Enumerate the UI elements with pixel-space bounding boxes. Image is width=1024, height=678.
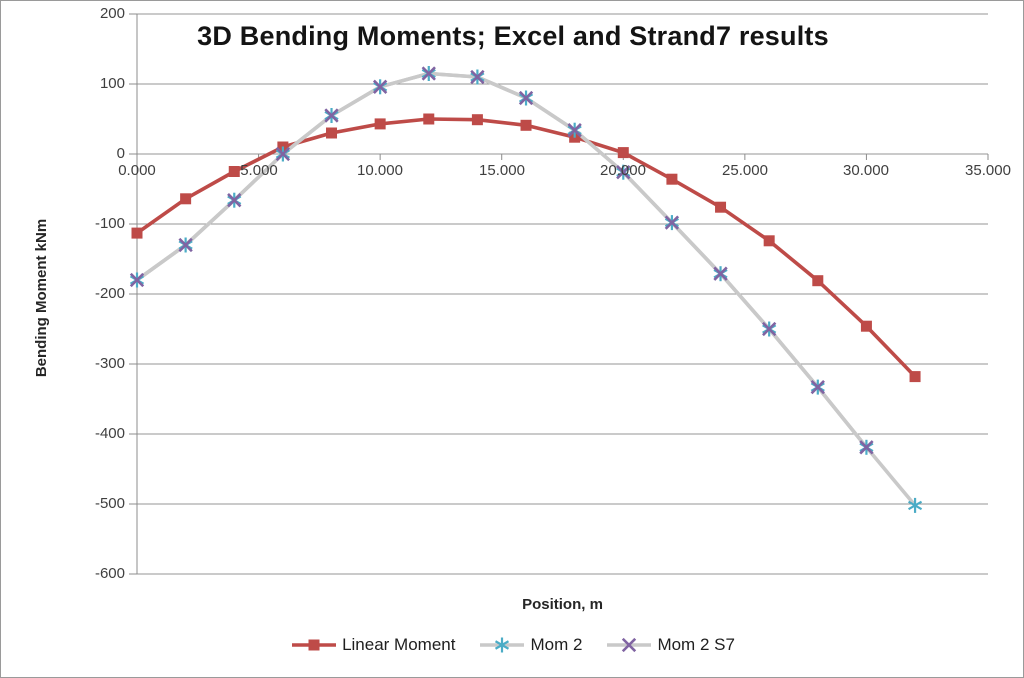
y-tick-label: -300 [94,355,125,372]
y-tick-label: -100 [94,215,125,232]
series-mom2-s7-line [135,71,868,449]
y-axis-title: Bending Moment kNm [33,218,50,378]
x-tick-label: 25.000 [722,162,768,179]
y-tick-label: 0 [116,145,125,162]
legend-label: Mom 2 [530,635,583,654]
legend: Linear Moment Mom 2 Mom 2 S7 [1,635,1023,655]
y-tick-label: 100 [99,75,125,92]
legend-label: Mom 2 S7 [657,635,735,654]
x-tick-label: 0.000 [118,162,156,179]
x-tick-label: 30.000 [843,162,889,179]
y-tick-label: -200 [94,285,125,302]
x-tick-label: 15.000 [479,162,525,179]
markers-mom2-s7 [129,66,874,455]
series-mom2-line [135,71,917,507]
y-tick-label: -600 [94,565,125,582]
legend-item-mom2-s7: Mom 2 S7 [606,635,735,655]
y-tick-label: -500 [94,495,125,512]
x-tick-label: 20.000 [600,162,646,179]
x-axis-title: Position, m [522,596,603,613]
legend-marker-mom2-s7-icon [607,637,652,653]
series-linear-moment [135,117,917,378]
legend-marker-mom2-icon [480,637,525,653]
y-tick-label: 200 [99,5,125,22]
x-tick-label: 5.000 [240,162,278,179]
legend-item-mom2: Mom 2 [479,635,582,655]
y-axis [129,13,138,575]
x-tick-label: 10.000 [357,162,403,179]
legend-label: Linear Moment [342,635,456,654]
legend-item-linear-moment: Linear Moment [291,635,455,655]
y-tick-label: -400 [94,425,125,442]
gridlines [137,13,988,575]
legend-marker-linear-moment-icon [292,639,337,651]
markers-mom2 [129,66,923,513]
x-tick-label: 35.000 [965,162,1011,179]
chart-title: 3D Bending Moments; Excel and Strand7 re… [197,21,829,51]
